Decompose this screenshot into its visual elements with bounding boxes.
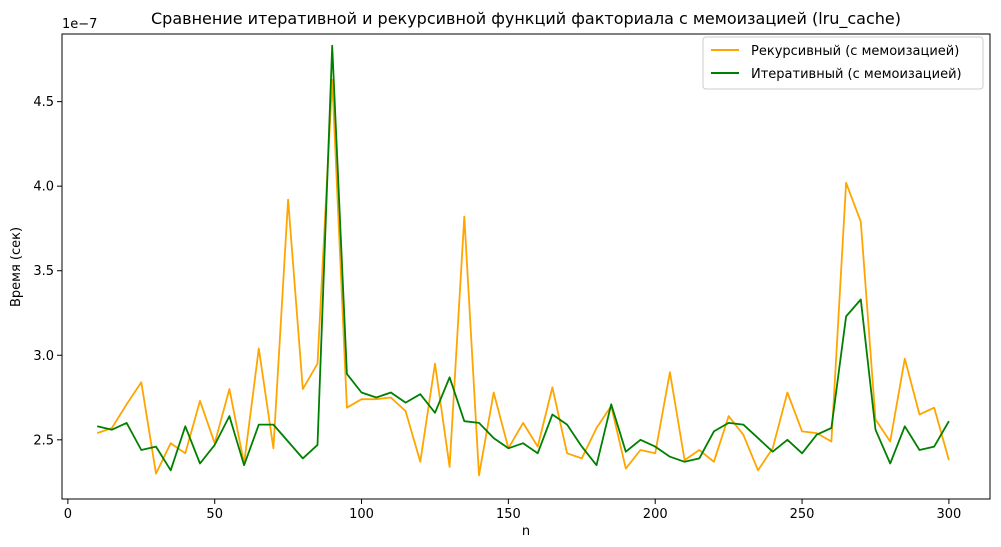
y-tick-label: 4.5 [33,95,54,110]
y-tick-label: 4.0 [33,180,54,195]
y-axis-label: Время (сек) [9,227,24,307]
legend-box [702,36,984,90]
x-tick-label: 100 [349,507,374,522]
y-tick-label: 3.5 [33,264,54,279]
legend: Рекурсивный (с мемоизацией) Итеративный … [702,36,984,90]
chart-title: Сравнение итеративной и рекурсивной функ… [151,9,901,29]
y-tick-label: 3.0 [33,349,54,364]
y-offset-label: 1e−7 [62,17,97,32]
legend-label-iterative: Итеративный (с мемоизацией) [751,67,962,82]
x-tick-label: 0 [64,507,72,522]
legend-label-recursive: Рекурсивный (с мемоизацией) [751,44,959,59]
x-axis-label: n [522,524,530,539]
plot-frame [61,33,991,500]
series-layer [96,44,950,477]
series-line-0 [96,78,950,477]
x-tick-label: 50 [206,507,223,522]
series-line-1 [96,44,950,472]
x-tick-label: 250 [790,507,815,522]
x-tick-label: 150 [496,507,521,522]
x-tick-label: 300 [936,507,961,522]
y-tick-label: 2.5 [33,433,54,448]
ticks-layer: 0 50 100 150 200 250 300 2.5 3.0 3.5 4.0 4.5 [33,95,961,522]
x-tick-label: 200 [643,507,668,522]
